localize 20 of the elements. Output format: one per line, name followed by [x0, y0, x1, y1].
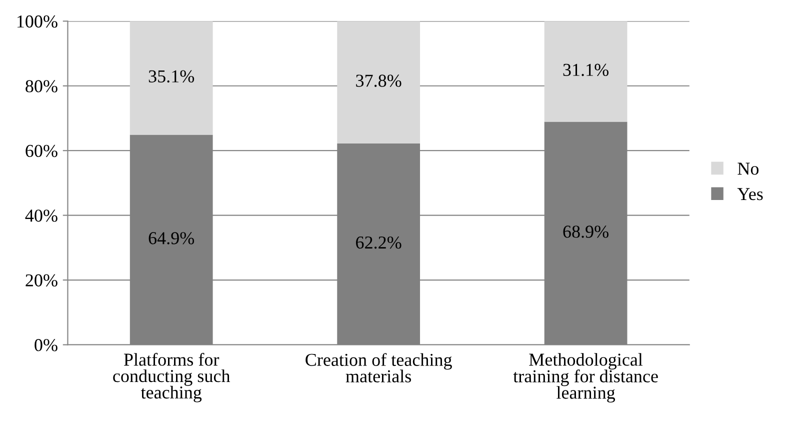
data-label: 64.9%: [148, 232, 194, 244]
data-label: 68.9%: [563, 226, 608, 238]
legend-label: Yes: [737, 188, 763, 200]
bar: [337, 21, 420, 144]
bar: [130, 21, 213, 135]
data-label: 35.1%: [148, 70, 194, 83]
y-tick-label: 0%: [34, 339, 58, 352]
y-tick-label: 60%: [26, 144, 58, 158]
y-tick-label: 80%: [26, 80, 58, 92]
x-tick-label: Methodological training for distance learning: [513, 353, 658, 403]
x-tick-label: Platforms for conducting such teaching: [113, 352, 230, 402]
legend-label: No: [738, 162, 759, 175]
data-label: 37.8%: [356, 74, 402, 87]
bar: [544, 21, 628, 122]
data-label: 62.2%: [356, 236, 402, 249]
y-tick-label: 20%: [26, 274, 58, 287]
x-tick-label: Creation of teaching materials: [306, 353, 452, 382]
y-tick-label: 100%: [17, 15, 58, 28]
data-label: 31.1%: [563, 64, 608, 76]
y-tick-label: 40%: [25, 210, 58, 222]
